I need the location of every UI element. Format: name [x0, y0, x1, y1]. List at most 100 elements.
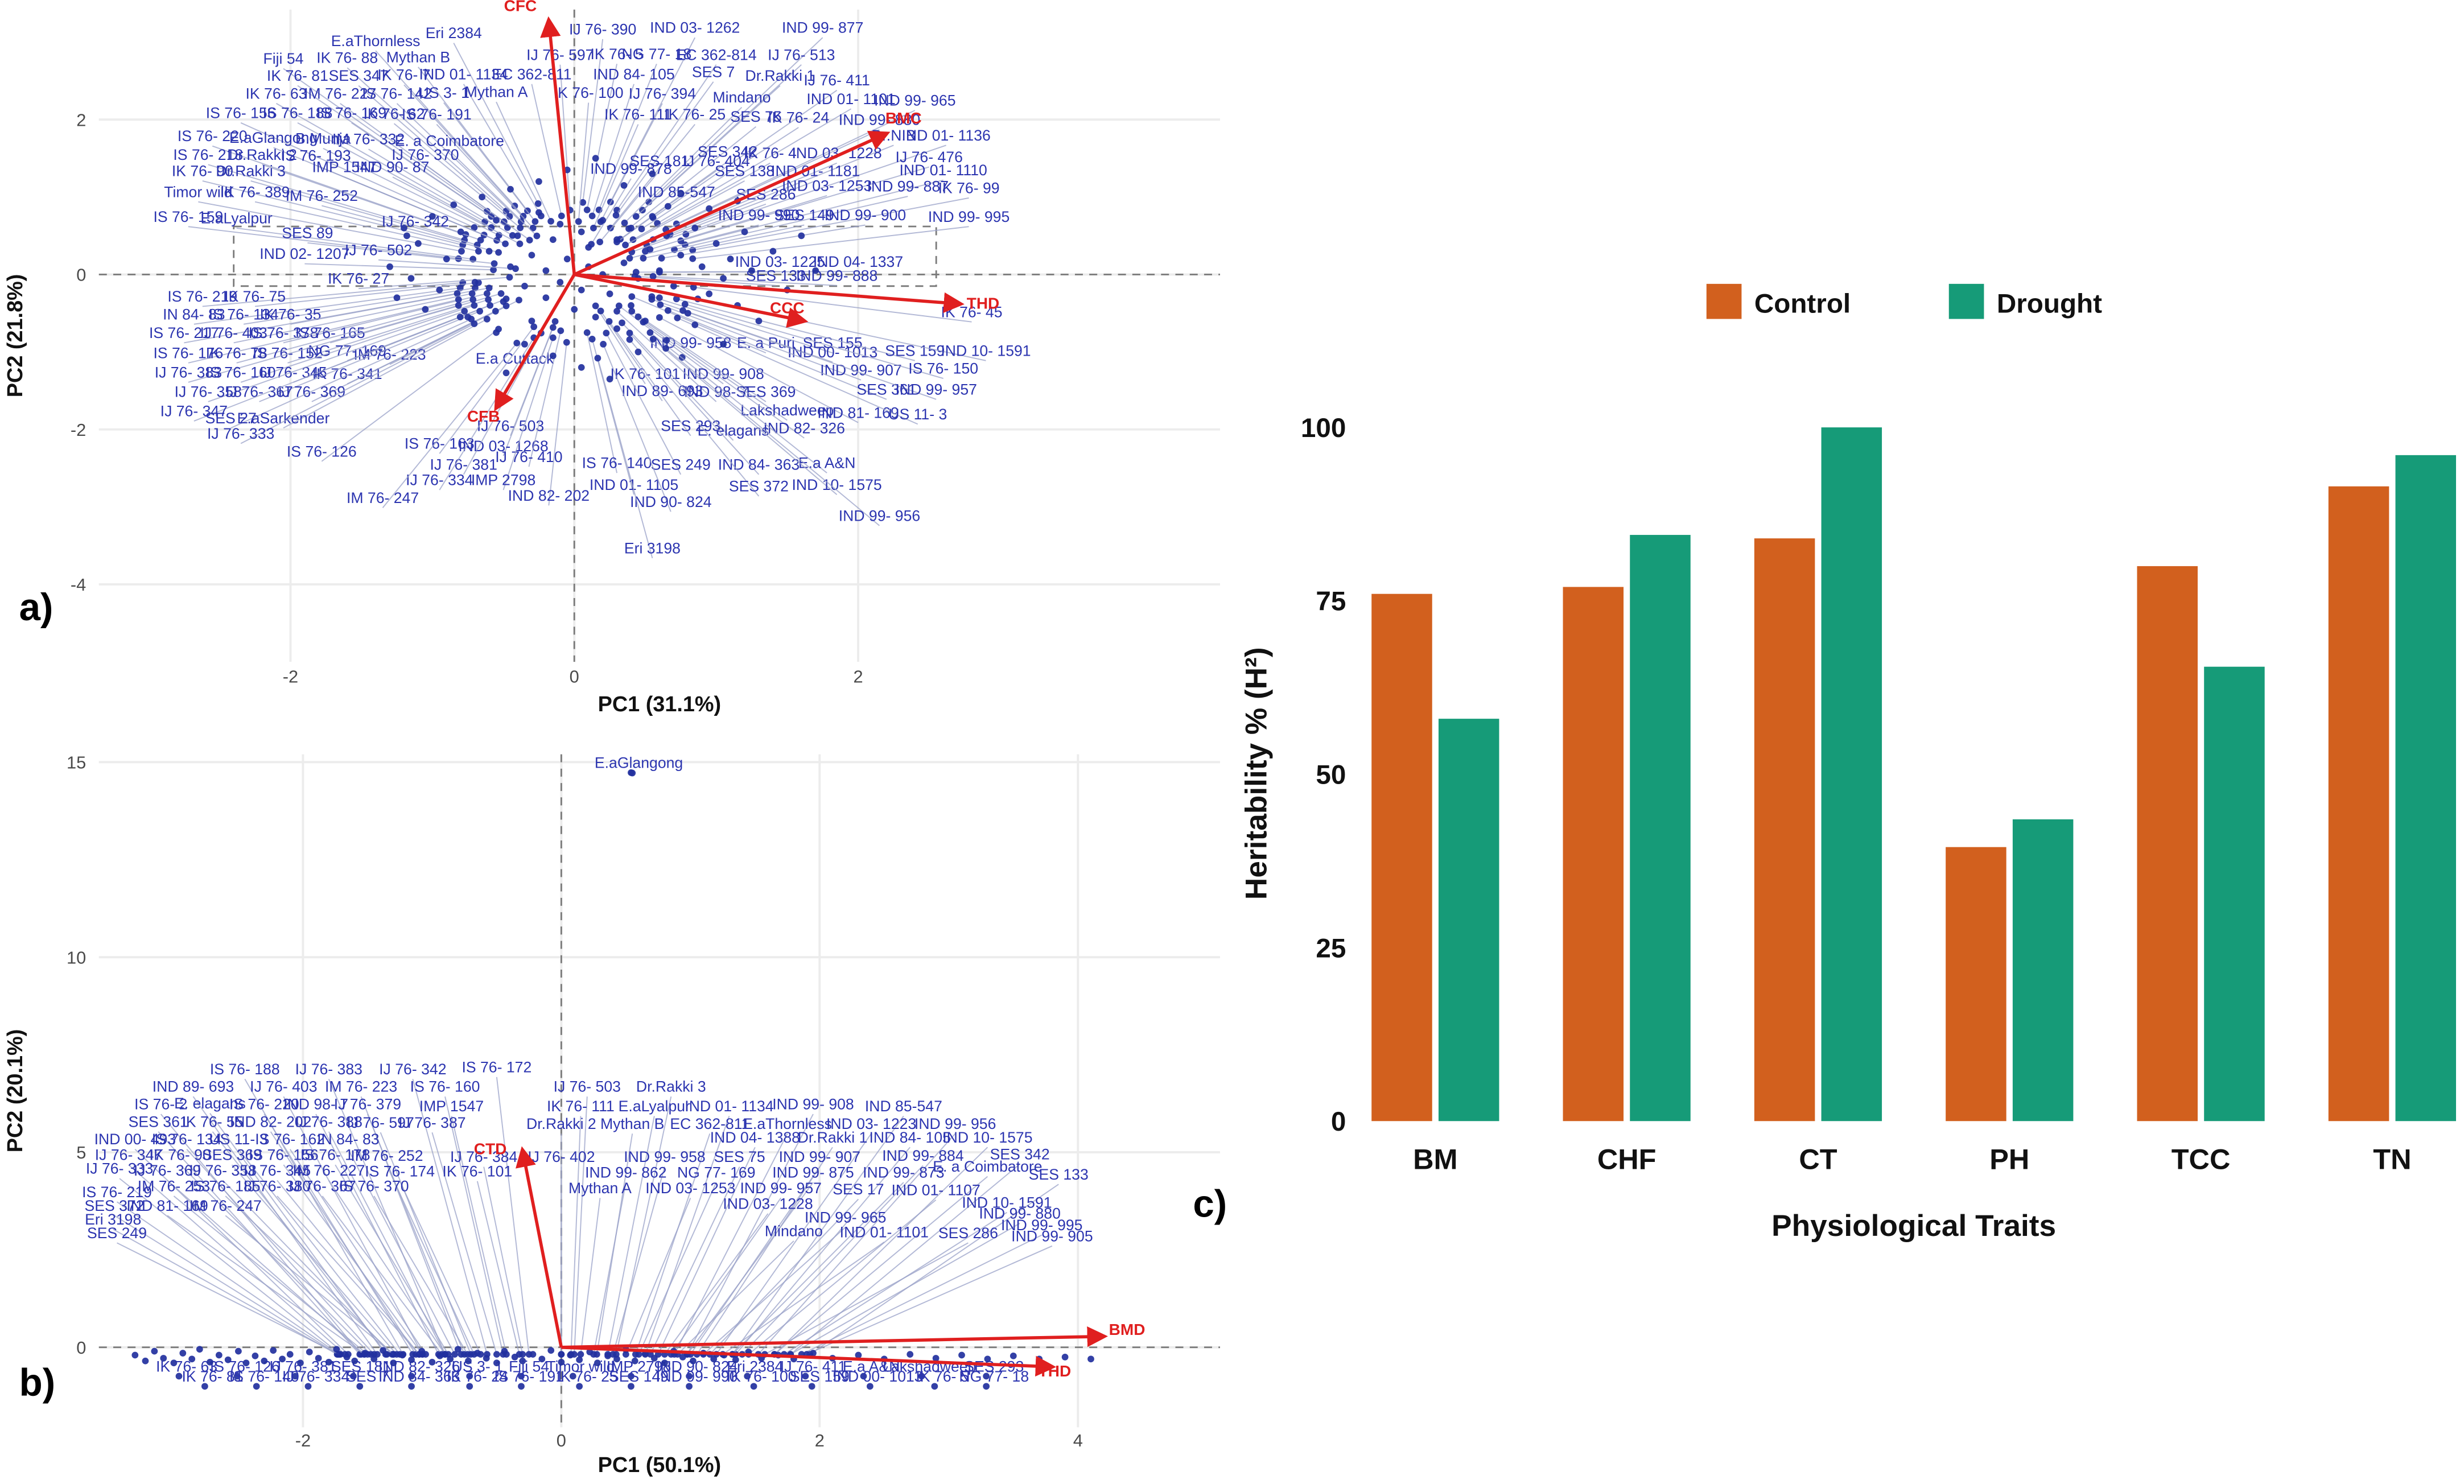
data-point: [689, 255, 697, 262]
label-leader-line: [586, 332, 618, 473]
data-point: [677, 252, 685, 259]
genotype-label: IS 76- 165: [295, 324, 365, 341]
data-point: [798, 232, 805, 240]
label-leader-line: [609, 37, 696, 203]
data-point: [485, 248, 493, 255]
data-point: [471, 279, 479, 286]
data-point: [475, 248, 482, 255]
data-point: [279, 1355, 286, 1363]
data-point: [658, 254, 665, 262]
label-leader-line: [593, 124, 639, 229]
pca-biplot-a: Eri 2384 IJ 76- 390 IND 03- 1262 IND 99- 87…: [3, 0, 1220, 716]
label-leader-line: [193, 287, 460, 325]
genotype-label: IJ 76- 370: [392, 146, 459, 163]
data-point: [390, 1351, 397, 1358]
label-leader-line: [403, 84, 524, 217]
data-point: [131, 1351, 139, 1359]
label-leader-line: [344, 176, 506, 245]
genotype-label: IND 84- 363: [378, 1368, 460, 1385]
genotype-label: IK 76- 81: [267, 67, 328, 84]
data-point: [664, 203, 671, 210]
label-leader-line: [657, 108, 852, 224]
label-leader-line: [188, 226, 459, 259]
genotype-label: IJ 76- 347: [160, 403, 228, 420]
data-point: [649, 213, 656, 220]
genotype-label: IND 03- 1253: [645, 1180, 735, 1197]
data-point: [578, 364, 585, 371]
genotype-label: IJ 76- 394: [629, 85, 697, 102]
data-point: [755, 318, 763, 324]
label-leader-line: [366, 1114, 465, 1355]
genotype-label: IJ 76- 513: [768, 46, 835, 63]
data-point: [507, 186, 514, 193]
label-leader-line: [184, 292, 458, 344]
data-point: [549, 324, 557, 331]
label-leader-line: [307, 242, 495, 265]
label-leader-line: [502, 337, 554, 490]
genotype-label: IS 76- 176: [153, 344, 223, 361]
y-tick-label: 0: [1331, 1107, 1346, 1137]
data-point: [507, 263, 514, 270]
genotype-label: IJ 76- 347: [95, 1147, 162, 1164]
data-point: [679, 307, 686, 314]
data-point: [720, 341, 727, 348]
data-point: [490, 266, 497, 274]
panel-a-label: a): [19, 587, 53, 630]
genotype-label: IM 76- 332: [332, 131, 405, 148]
label-leader-line: [528, 331, 562, 467]
genotype-label: IND 10- 1591: [941, 342, 1031, 359]
label-leader-line: [425, 164, 530, 241]
bar-tn-drought: [2395, 455, 2457, 1122]
label-leader-line: [496, 101, 551, 222]
label-leader-line: [690, 1166, 821, 1355]
data-point: [679, 1354, 686, 1361]
data-point: [720, 275, 727, 282]
data-point: [626, 254, 633, 262]
genotype-label: IK 76- 25: [664, 106, 726, 123]
genotype-label: IJ 76- 597: [347, 1114, 414, 1131]
genotype-label: IND 99- 908: [772, 1096, 854, 1113]
label-leader-line: [757, 1133, 956, 1355]
bar-chf-control: [1563, 587, 1624, 1122]
genotype-label: IK 76- 78: [206, 344, 267, 361]
data-point: [656, 294, 663, 302]
data-point: [664, 307, 671, 314]
data-point: [179, 1350, 187, 1357]
data-point: [622, 1351, 629, 1358]
genotype-label: IJ 76- 345: [244, 1162, 311, 1179]
y-tick-label: 15: [67, 753, 86, 773]
genotype-label: IS 76- 191: [494, 1368, 564, 1385]
genotype-label: IMP 1547: [312, 159, 377, 176]
trait-vector-arrow: [574, 273, 965, 314]
data-point: [588, 336, 596, 343]
label-leader-line: [715, 1133, 872, 1355]
data-point: [958, 1351, 965, 1359]
label-leader-line: [732, 1182, 904, 1355]
genotype-label: IM 76- 223: [325, 1078, 397, 1095]
genotype-label: IJ 76- 404: [682, 152, 750, 170]
data-point: [403, 232, 410, 240]
data-point: [661, 1359, 668, 1367]
data-point: [261, 1357, 268, 1365]
label-leader-line: [431, 1132, 497, 1355]
data-point: [196, 1346, 203, 1353]
data-point: [855, 1351, 862, 1359]
x-tick-label: 4: [1073, 1431, 1083, 1450]
data-point: [642, 248, 649, 255]
genotype-label: IND 01- 1107: [891, 1181, 980, 1198]
label-leader-line: [670, 1197, 782, 1355]
genotype-label: US 11- 3: [209, 1131, 267, 1148]
label-leader-line: [653, 89, 838, 219]
label-leader-line: [633, 162, 770, 240]
data-point: [691, 321, 699, 328]
genotype-label: IM 76- 252: [286, 187, 358, 204]
genotype-label: IJ 76- 387: [398, 1114, 465, 1131]
data-point: [529, 224, 537, 232]
data-point: [656, 267, 663, 274]
data-point: [615, 302, 623, 310]
data-point: [235, 1347, 242, 1355]
trait-vector-arrow: [540, 16, 576, 275]
label-leader-line: [693, 286, 972, 323]
data-point: [603, 329, 610, 337]
genotype-label: IND 99- 884: [882, 1147, 964, 1164]
